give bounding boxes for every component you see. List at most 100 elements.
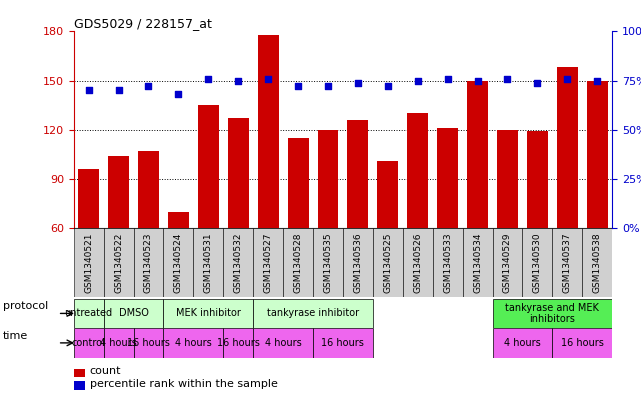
Point xyxy=(442,75,453,82)
Text: GSM1340523: GSM1340523 xyxy=(144,233,153,293)
Bar xyxy=(74,299,104,328)
Point xyxy=(173,91,183,97)
Text: 4 hours: 4 hours xyxy=(265,338,301,348)
Bar xyxy=(74,328,104,358)
Text: control: control xyxy=(72,338,106,348)
Bar xyxy=(403,228,433,297)
Bar xyxy=(138,151,159,326)
Bar xyxy=(313,228,343,297)
Bar xyxy=(582,228,612,297)
Text: MEK inhibitor: MEK inhibitor xyxy=(176,309,241,318)
Bar xyxy=(198,105,219,326)
Bar xyxy=(104,299,163,328)
Text: GSM1340526: GSM1340526 xyxy=(413,233,422,293)
Point xyxy=(203,75,213,82)
Point xyxy=(532,79,542,86)
Point xyxy=(233,77,244,84)
Point xyxy=(263,75,273,82)
Text: GSM1340529: GSM1340529 xyxy=(503,233,512,293)
Bar xyxy=(288,138,308,326)
Text: GSM1340537: GSM1340537 xyxy=(563,233,572,293)
Text: GDS5029 / 228157_at: GDS5029 / 228157_at xyxy=(74,17,212,30)
Bar xyxy=(492,328,553,358)
Bar xyxy=(78,169,99,326)
Point xyxy=(83,87,94,94)
Point xyxy=(413,77,423,84)
Bar xyxy=(313,328,373,358)
Bar xyxy=(253,228,283,297)
Text: 16 hours: 16 hours xyxy=(561,338,604,348)
Point xyxy=(472,77,483,84)
Bar xyxy=(223,228,253,297)
Text: GSM1340534: GSM1340534 xyxy=(473,233,482,293)
Bar xyxy=(228,118,249,326)
Bar xyxy=(133,228,163,297)
Bar xyxy=(283,228,313,297)
Text: GSM1340528: GSM1340528 xyxy=(294,233,303,293)
Bar xyxy=(347,120,369,326)
Text: GSM1340532: GSM1340532 xyxy=(234,233,243,293)
Text: tankyrase inhibitor: tankyrase inhibitor xyxy=(267,309,359,318)
Text: tankyrase and MEK
inhibitors: tankyrase and MEK inhibitors xyxy=(505,303,599,324)
Text: GSM1340527: GSM1340527 xyxy=(263,233,272,293)
Text: 4 hours: 4 hours xyxy=(175,338,212,348)
Text: GSM1340535: GSM1340535 xyxy=(324,233,333,293)
Bar xyxy=(467,81,488,326)
Bar xyxy=(253,328,313,358)
Point xyxy=(293,83,303,90)
Text: time: time xyxy=(3,331,28,340)
Text: count: count xyxy=(90,366,121,376)
Bar xyxy=(104,228,133,297)
Bar xyxy=(194,228,223,297)
Bar xyxy=(437,128,458,326)
Bar xyxy=(74,228,104,297)
Point xyxy=(562,75,572,82)
Bar xyxy=(133,328,163,358)
Bar xyxy=(168,211,189,326)
Bar xyxy=(522,228,553,297)
Text: GSM1340538: GSM1340538 xyxy=(593,233,602,293)
Text: protocol: protocol xyxy=(3,301,49,311)
Point xyxy=(113,87,124,94)
Text: 4 hours: 4 hours xyxy=(100,338,137,348)
Text: GSM1340530: GSM1340530 xyxy=(533,233,542,293)
Bar xyxy=(378,161,398,326)
Bar xyxy=(108,156,129,326)
Bar xyxy=(317,130,338,326)
Bar xyxy=(163,299,253,328)
Bar xyxy=(407,113,428,326)
Bar xyxy=(553,228,582,297)
Bar xyxy=(163,328,223,358)
Text: 4 hours: 4 hours xyxy=(504,338,541,348)
Bar xyxy=(343,228,373,297)
Text: 16 hours: 16 hours xyxy=(127,338,170,348)
Bar xyxy=(497,130,518,326)
Text: DMSO: DMSO xyxy=(119,309,149,318)
Bar xyxy=(492,299,612,328)
Text: GSM1340525: GSM1340525 xyxy=(383,233,392,293)
Text: untreated: untreated xyxy=(65,309,113,318)
Bar xyxy=(463,228,492,297)
Bar xyxy=(258,35,279,326)
Bar xyxy=(433,228,463,297)
Text: 16 hours: 16 hours xyxy=(217,338,260,348)
Text: GSM1340522: GSM1340522 xyxy=(114,233,123,293)
Text: GSM1340533: GSM1340533 xyxy=(443,233,452,293)
Bar xyxy=(373,228,403,297)
Bar xyxy=(553,328,612,358)
Point xyxy=(383,83,393,90)
Point xyxy=(323,83,333,90)
Bar xyxy=(527,131,548,326)
Point xyxy=(353,79,363,86)
Bar xyxy=(163,228,194,297)
Text: GSM1340521: GSM1340521 xyxy=(84,233,93,293)
Text: GSM1340524: GSM1340524 xyxy=(174,233,183,293)
Point xyxy=(144,83,154,90)
Point xyxy=(592,77,603,84)
Text: 16 hours: 16 hours xyxy=(322,338,364,348)
Point xyxy=(503,75,513,82)
Text: GSM1340531: GSM1340531 xyxy=(204,233,213,293)
Bar xyxy=(557,68,578,326)
Bar xyxy=(104,328,133,358)
Bar xyxy=(223,328,253,358)
